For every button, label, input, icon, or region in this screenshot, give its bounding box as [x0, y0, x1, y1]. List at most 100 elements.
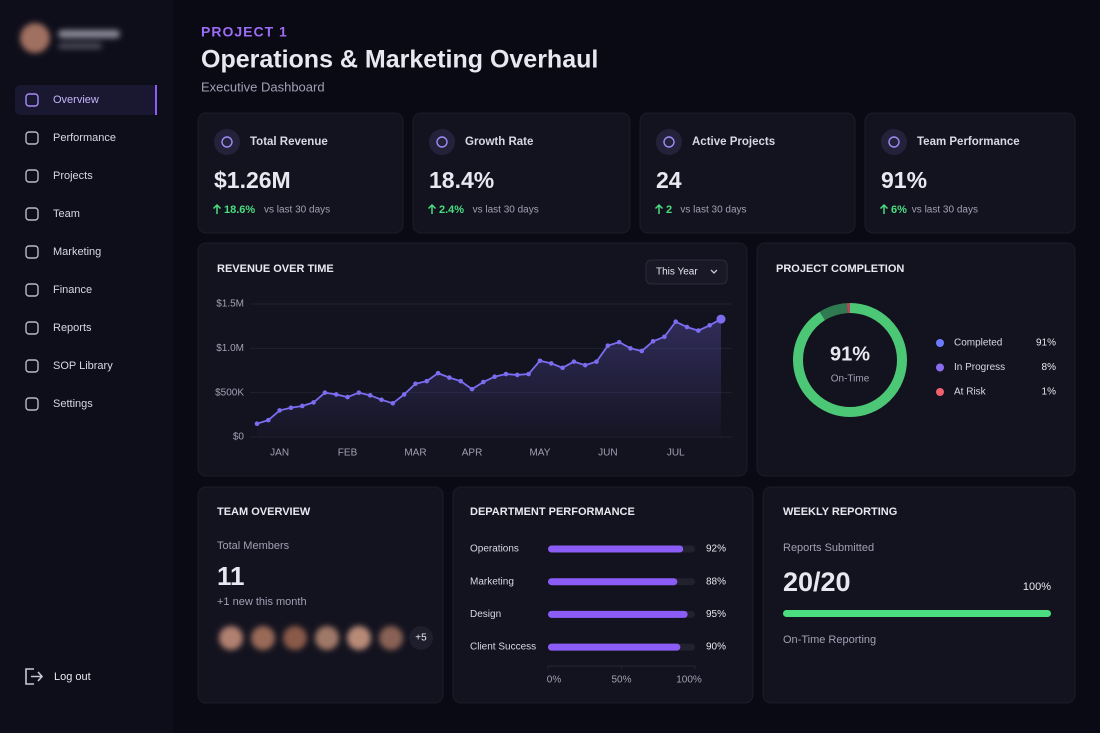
page-subtitle: Executive Dashboard: [201, 79, 325, 94]
period-dropdown[interactable]: [645, 259, 728, 285]
x-tick-label: JAN: [270, 448, 289, 459]
bar: [548, 578, 678, 586]
point: [707, 322, 712, 328]
more-avatars: [409, 626, 433, 650]
nav-item[interactable]: Finance: [25, 283, 92, 297]
legend-dot: [936, 339, 944, 347]
completion-chart: Completed 91% In Progress 8% At Risk 1% 91% On-…: [793, 303, 1057, 417]
team-note: +1 new this month: [217, 596, 307, 608]
point: [413, 381, 418, 387]
point: [458, 378, 464, 384]
point: [401, 392, 407, 397]
nav-icon: [25, 283, 39, 297]
nav-icon: [25, 321, 39, 335]
kpi-note: vs last 30 days: [912, 205, 978, 216]
card-title: WEEKLY REPORTING: [783, 506, 897, 518]
x-tick-label: MAR: [404, 448, 426, 459]
point: [356, 390, 362, 395]
delta-arrow: [427, 203, 437, 214]
kpi-icon-glyph: [663, 136, 675, 148]
nav-item[interactable]: Marketing: [25, 245, 101, 259]
y-tick-label: $1.5M: [216, 299, 244, 310]
point: [639, 348, 645, 354]
nav-item[interactable]: Team: [25, 207, 80, 221]
bar-label: Client Success: [470, 642, 536, 653]
point: [311, 400, 316, 405]
point: [254, 421, 260, 427]
point: [503, 371, 509, 377]
weekly-note: On-Time Reporting: [783, 634, 876, 646]
department-chart: Operations 92% Marketing 88% Design 95% Client…: [470, 544, 726, 686]
kpi-icon-glyph: [221, 136, 233, 148]
kpi-icon-glyph: [888, 136, 900, 148]
nav-item[interactable]: Reports: [25, 321, 92, 335]
nav-item[interactable]: SOP Library: [25, 359, 113, 373]
nav-item[interactable]: Overview: [25, 93, 99, 107]
point: [662, 334, 667, 340]
donut-center-label: On-Time: [831, 374, 870, 385]
nav-item[interactable]: Projects: [25, 169, 93, 183]
nav-icon: [25, 397, 39, 411]
kpi-row: Total Revenue $1.26M 18.6% vs last 30 days G…: [197, 112, 1076, 234]
y-tick-label: $0: [233, 432, 245, 443]
user-profile: [20, 23, 120, 53]
donut-segment: [793, 303, 907, 417]
team-count: 11: [217, 561, 245, 591]
logout[interactable]: Log out: [54, 671, 91, 683]
point: [594, 359, 599, 364]
legend-value: 8%: [1042, 362, 1057, 373]
point: [582, 362, 588, 368]
point: [673, 319, 679, 325]
card-title: REVENUE OVER TIME: [217, 263, 334, 275]
kpi-icon: [214, 129, 240, 155]
kpi-card: [639, 112, 856, 234]
nav: Overview Performance Projects Team Marketing…: [15, 85, 157, 411]
bar: [548, 545, 684, 553]
kpi-value: 91%: [881, 167, 927, 193]
point: [447, 375, 452, 380]
point: [367, 393, 373, 398]
nav-label: Overview: [53, 94, 99, 106]
kpi-icon: [429, 129, 455, 155]
sidebar: [0, 0, 173, 733]
weekly-percent: 100%: [1023, 581, 1051, 593]
x-tick-label: FEB: [338, 448, 358, 459]
point: [435, 370, 441, 376]
point: [537, 358, 543, 364]
nav-label: Reports: [53, 322, 92, 334]
point: [684, 324, 690, 330]
legend-value: 1%: [1042, 387, 1057, 398]
legend-dot: [936, 388, 944, 396]
point: [560, 365, 565, 371]
kpi-label: Growth Rate: [465, 136, 533, 148]
kpi-delta: 6%: [891, 204, 907, 216]
point: [469, 386, 475, 392]
nav-icon: [25, 207, 39, 221]
more-count: +5: [415, 633, 427, 644]
legend-label: At Risk: [954, 387, 987, 398]
period-value: This Year: [656, 267, 698, 278]
x-tick-label: 0%: [547, 675, 562, 686]
nav-label: Projects: [53, 170, 93, 182]
nav-label: Marketing: [53, 246, 101, 258]
point: [288, 405, 294, 411]
kpi-card: [412, 112, 631, 234]
kpi-delta: 2.4%: [439, 204, 464, 216]
nav-item[interactable]: Performance: [25, 131, 116, 145]
point: [696, 328, 701, 333]
kpi-value: $1.26M: [214, 167, 291, 193]
donut-center-value: 91%: [830, 343, 870, 365]
weekly-count: 20/20: [783, 567, 851, 597]
department-card: [452, 486, 754, 704]
bar-label: Operations: [470, 544, 519, 555]
point: [492, 374, 497, 380]
kpi-label: Team Performance: [917, 136, 1020, 148]
point: [526, 371, 531, 377]
nav-item[interactable]: Settings: [25, 397, 93, 411]
bar-value: 88%: [706, 576, 726, 587]
x-tick-label: 50%: [611, 675, 631, 686]
nav-label: Finance: [53, 284, 92, 296]
kpi-note: vs last 30 days: [264, 205, 330, 216]
kpi-icon-glyph: [436, 136, 448, 148]
card-title: DEPARTMENT PERFORMANCE: [470, 506, 635, 518]
